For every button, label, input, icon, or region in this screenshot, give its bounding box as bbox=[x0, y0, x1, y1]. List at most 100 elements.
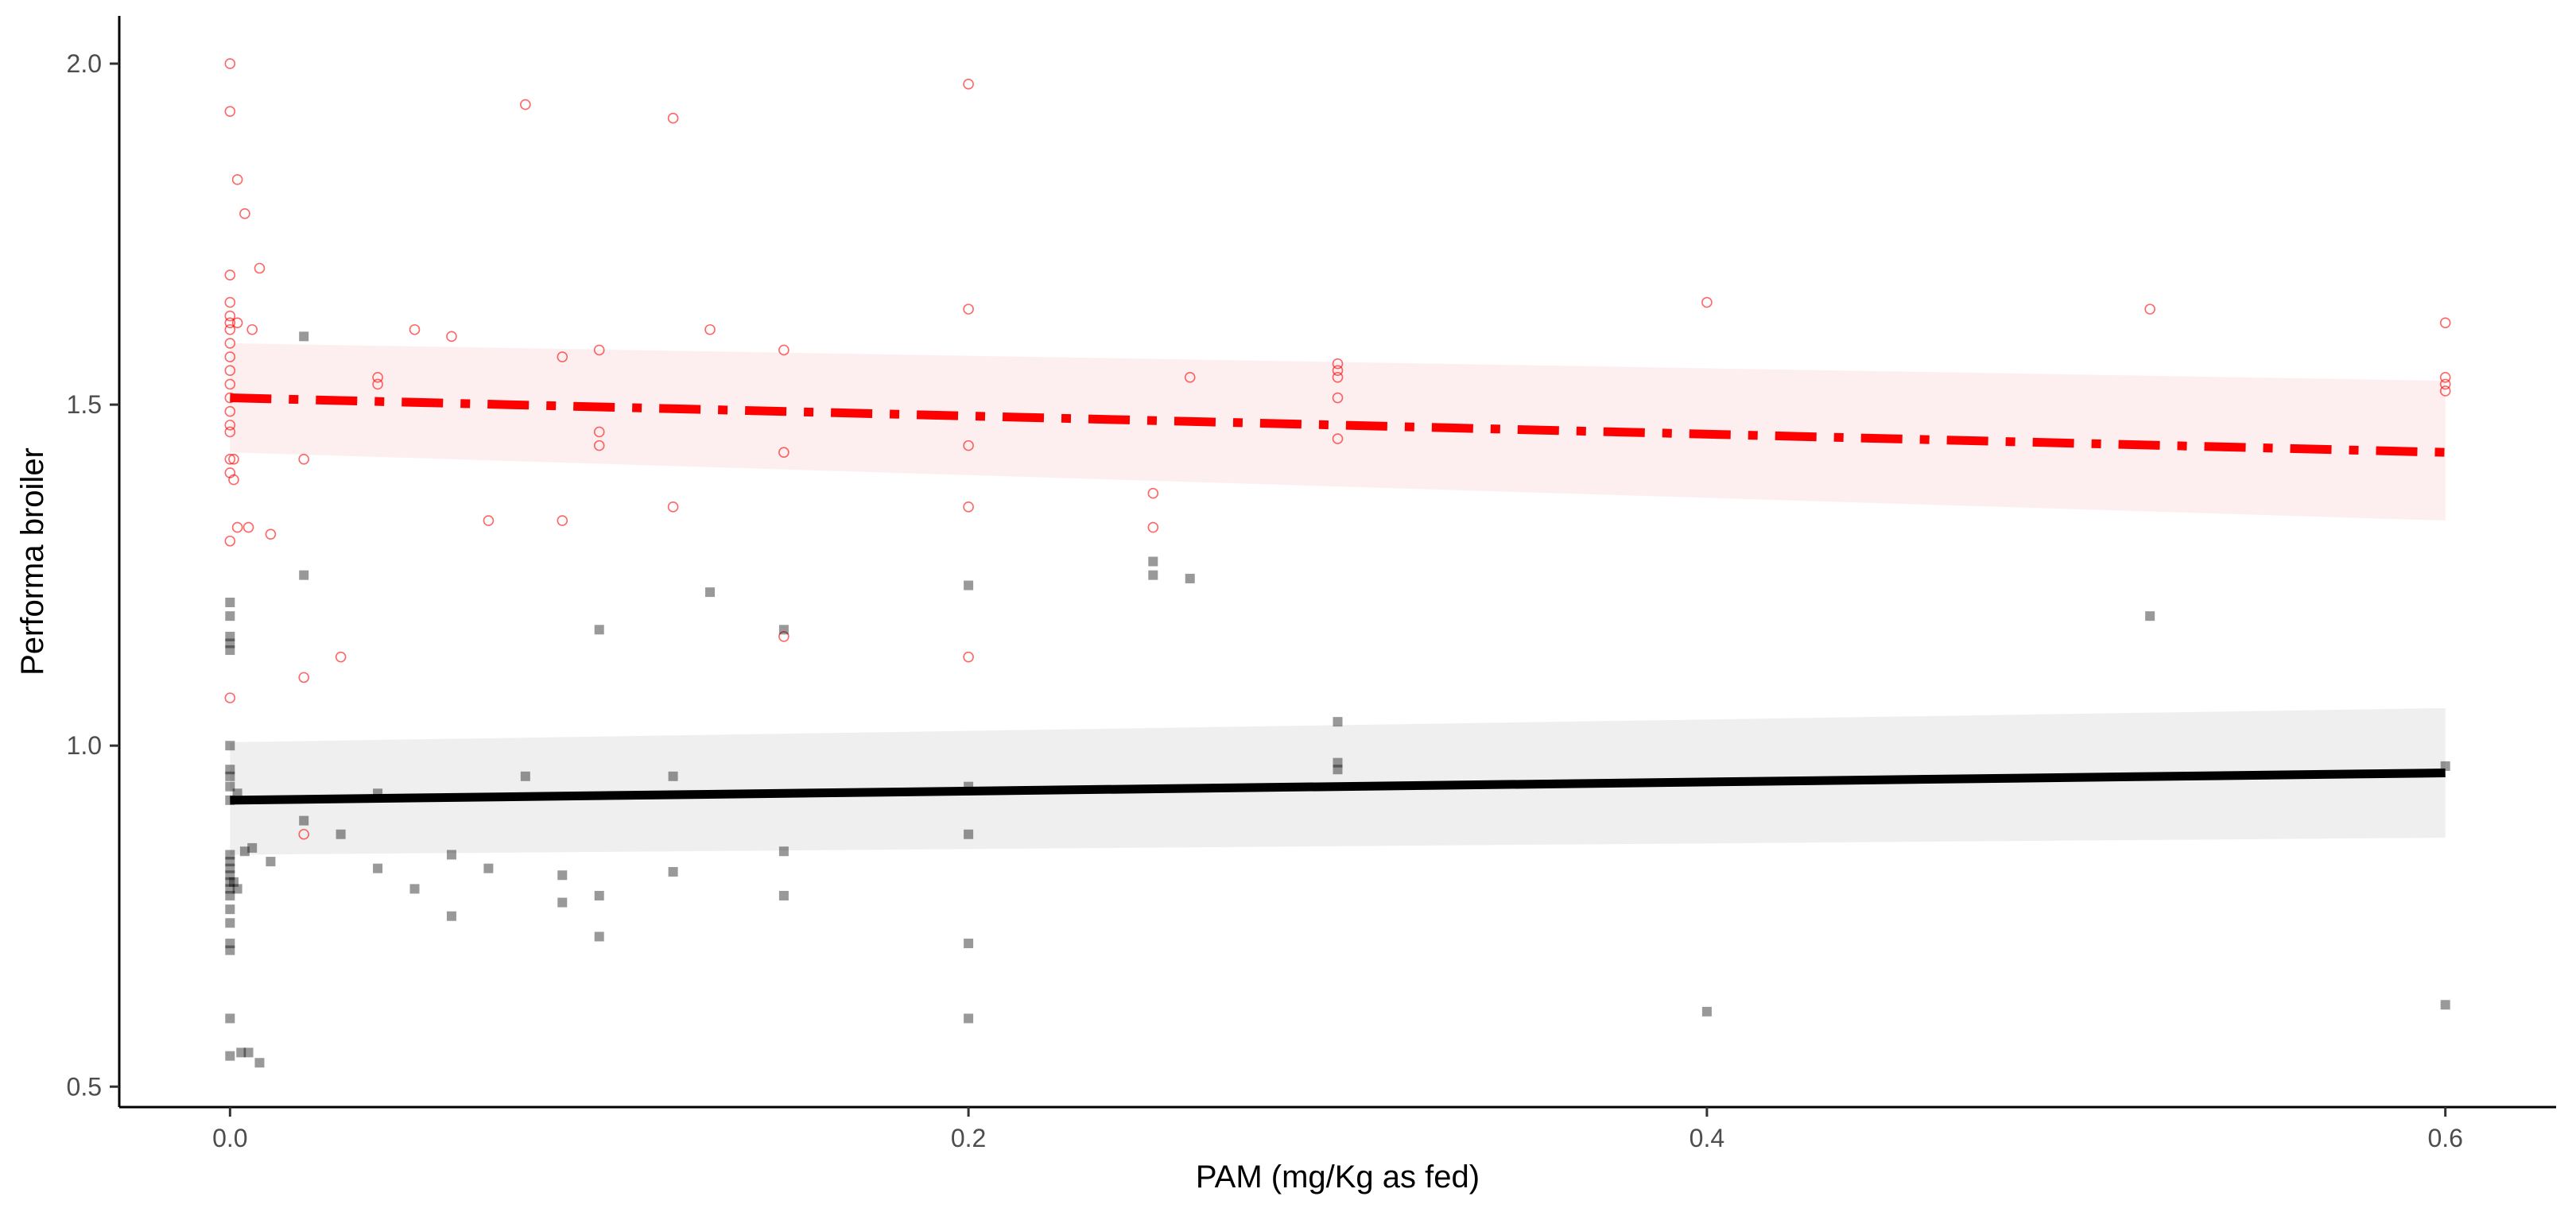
data-point bbox=[225, 631, 235, 641]
data-point bbox=[964, 829, 974, 839]
data-point bbox=[963, 501, 974, 513]
data-point bbox=[239, 208, 250, 219]
trend-line-2 bbox=[230, 769, 2446, 805]
data-point bbox=[1148, 570, 1158, 580]
data-point bbox=[224, 535, 236, 547]
data-point bbox=[483, 515, 495, 526]
y-axis-ticks: 0.5 1.0 1.5 2.0 bbox=[67, 49, 119, 1101]
data-point bbox=[2439, 317, 2451, 328]
data-point bbox=[225, 741, 235, 751]
data-point bbox=[778, 846, 789, 857]
data-point bbox=[667, 112, 679, 124]
data-point bbox=[778, 344, 789, 356]
data-point bbox=[964, 939, 974, 949]
data-point bbox=[1701, 1006, 1712, 1016]
data-point bbox=[557, 870, 568, 881]
data-point bbox=[228, 453, 239, 465]
confidence-band-2 bbox=[230, 707, 2446, 855]
data-point bbox=[225, 884, 235, 894]
data-point bbox=[557, 351, 568, 362]
x-tick-label: 0.4 bbox=[1690, 1124, 1724, 1152]
data-point bbox=[225, 918, 235, 928]
data-point bbox=[224, 426, 236, 438]
data-point bbox=[243, 1047, 254, 1058]
data-point bbox=[335, 651, 347, 663]
data-point bbox=[298, 828, 309, 840]
data-point bbox=[1147, 487, 1159, 499]
data-point bbox=[1332, 365, 1344, 377]
data-point bbox=[705, 587, 716, 598]
data-point bbox=[225, 611, 235, 621]
y-tick-label: 1.5 bbox=[67, 390, 102, 419]
data-point bbox=[266, 857, 276, 867]
data-point bbox=[557, 897, 568, 908]
data-point bbox=[963, 304, 974, 315]
data-point bbox=[225, 870, 235, 881]
data-point bbox=[2439, 378, 2451, 390]
data-point bbox=[668, 771, 678, 781]
data-point bbox=[964, 580, 974, 591]
data-point bbox=[231, 521, 243, 533]
data-point bbox=[225, 850, 235, 860]
data-point bbox=[225, 945, 235, 955]
data-point bbox=[1333, 757, 1343, 768]
confidence-bands bbox=[230, 343, 2446, 855]
data-point bbox=[225, 645, 235, 656]
data-point bbox=[231, 317, 243, 328]
data-point bbox=[225, 904, 235, 915]
y-tick-label: 0.5 bbox=[67, 1072, 102, 1101]
data-point bbox=[520, 99, 531, 110]
data-point bbox=[1147, 521, 1159, 533]
data-point bbox=[446, 850, 456, 860]
data-point bbox=[224, 405, 236, 417]
data-point bbox=[236, 1047, 246, 1058]
data-point bbox=[224, 317, 236, 328]
data-point bbox=[225, 597, 235, 607]
data-point bbox=[2144, 304, 2155, 315]
y-tick-label: 1.0 bbox=[67, 731, 102, 760]
data-point bbox=[228, 474, 239, 486]
data-point bbox=[593, 426, 605, 438]
x-tick-label: 0.2 bbox=[951, 1124, 986, 1152]
data-point bbox=[409, 323, 421, 335]
data-point bbox=[225, 638, 235, 649]
data-point bbox=[2145, 611, 2155, 621]
data-point bbox=[963, 651, 974, 663]
data-point bbox=[373, 863, 383, 873]
data-point bbox=[225, 939, 235, 949]
x-axis-ticks: 0.0 0.2 0.4 0.6 bbox=[212, 1107, 2463, 1152]
data-point bbox=[224, 420, 236, 431]
data-point bbox=[1332, 392, 1344, 404]
data-point bbox=[2439, 372, 2451, 383]
data-point bbox=[225, 1051, 235, 1061]
data-point bbox=[1333, 765, 1343, 775]
data-point bbox=[1701, 296, 1713, 308]
data-point bbox=[778, 890, 789, 900]
data-point bbox=[225, 877, 235, 887]
data-point bbox=[594, 890, 604, 900]
data-point bbox=[1184, 372, 1196, 383]
data-point bbox=[247, 842, 258, 853]
data-point bbox=[224, 365, 236, 377]
data-point bbox=[446, 331, 457, 343]
x-axis-title: PAM (mg/Kg as fed) bbox=[1196, 1160, 1480, 1195]
data-point bbox=[1333, 717, 1343, 727]
axes: 0.0 0.2 0.4 0.6 0.5 1.0 1.5 2.0 bbox=[67, 16, 2556, 1152]
data-point bbox=[336, 829, 346, 839]
data-point bbox=[593, 344, 605, 356]
data-point bbox=[2439, 385, 2451, 397]
data-point bbox=[1332, 372, 1344, 383]
data-point bbox=[231, 174, 243, 185]
data-point bbox=[594, 931, 604, 942]
data-point bbox=[483, 863, 494, 873]
data-point bbox=[254, 262, 266, 274]
data-point bbox=[225, 863, 235, 873]
data-point bbox=[299, 570, 309, 580]
data-point bbox=[225, 890, 235, 900]
data-point bbox=[1332, 433, 1344, 444]
x-tick-label: 0.0 bbox=[212, 1124, 247, 1152]
data-point bbox=[224, 692, 236, 703]
data-point bbox=[225, 857, 235, 867]
data-point bbox=[298, 672, 309, 683]
